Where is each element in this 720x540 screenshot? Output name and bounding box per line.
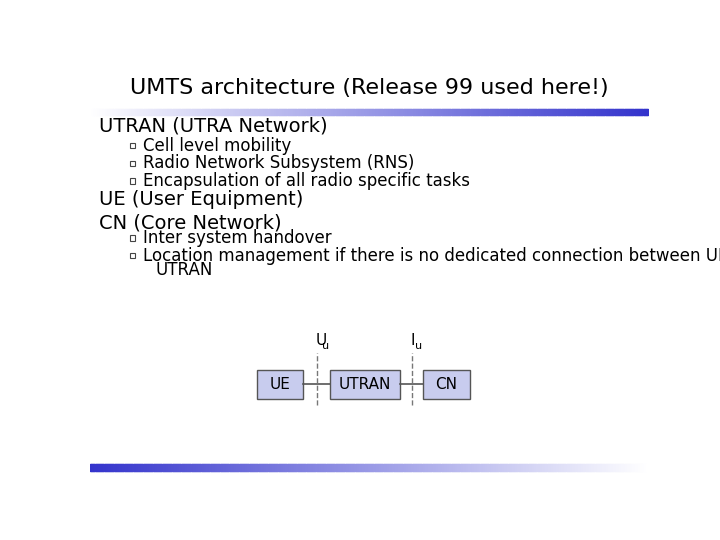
Bar [130, 161, 135, 166]
Bar [130, 143, 135, 148]
Text: Location management if there is no dedicated connection between UE and: Location management if there is no dedic… [143, 247, 720, 265]
Text: Radio Network Subsystem (RNS): Radio Network Subsystem (RNS) [143, 154, 414, 172]
Text: U: U [315, 333, 326, 348]
Text: UE (User Equipment): UE (User Equipment) [99, 190, 304, 209]
Bar [130, 253, 135, 259]
Text: I: I [410, 333, 415, 348]
Bar [130, 178, 135, 184]
Text: CN (Core Network): CN (Core Network) [99, 213, 282, 232]
Text: CN: CN [436, 377, 457, 392]
Text: UTRAN: UTRAN [155, 261, 212, 279]
Bar [256, 370, 303, 399]
Text: Encapsulation of all radio specific tasks: Encapsulation of all radio specific task… [143, 172, 469, 190]
Bar [423, 370, 469, 399]
Bar [330, 370, 400, 399]
Text: UMTS architecture (Release 99 used here!): UMTS architecture (Release 99 used here!… [130, 78, 608, 98]
Text: Cell level mobility: Cell level mobility [143, 137, 291, 154]
Bar [130, 235, 135, 241]
Text: u: u [322, 341, 329, 351]
Text: Inter system handover: Inter system handover [143, 229, 331, 247]
Text: u: u [415, 341, 423, 351]
Text: UE: UE [269, 377, 290, 392]
Text: UTRAN: UTRAN [339, 377, 391, 392]
Text: UTRAN (UTRA Network): UTRAN (UTRA Network) [99, 117, 328, 136]
